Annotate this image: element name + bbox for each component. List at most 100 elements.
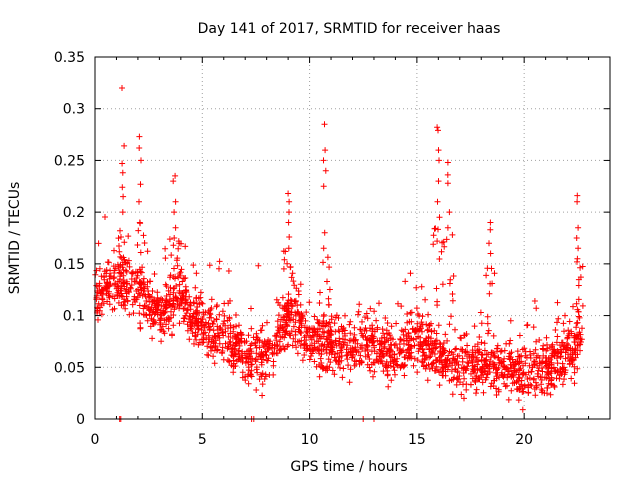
- data-point: [408, 335, 415, 342]
- data-point: [200, 330, 207, 337]
- data-point: [560, 320, 567, 327]
- data-point: [292, 331, 299, 338]
- data-point: [560, 346, 567, 353]
- data-point: [516, 366, 523, 373]
- data-point: [434, 238, 441, 245]
- data-point: [216, 332, 222, 339]
- data-point: [562, 312, 568, 319]
- data-point: [195, 326, 202, 333]
- data-point: [282, 331, 289, 338]
- data-point: [276, 347, 283, 354]
- data-point: [501, 355, 508, 362]
- y-tick-label: 0.3: [63, 102, 85, 118]
- data-point: [288, 309, 295, 316]
- data-point: [332, 351, 339, 357]
- data-point: [116, 276, 123, 283]
- data-point: [258, 352, 265, 359]
- data-point: [425, 333, 432, 340]
- data-point: [106, 301, 113, 308]
- data-point: [236, 356, 242, 362]
- data-point: [428, 361, 435, 368]
- data-point: [114, 291, 121, 298]
- data-point: [493, 375, 500, 382]
- data-point: [519, 389, 526, 395]
- data-point: [530, 350, 537, 357]
- data-point: [373, 350, 380, 357]
- data-point: [295, 291, 302, 298]
- data-point: [340, 365, 347, 372]
- data-point: [416, 312, 423, 319]
- data-point: [451, 374, 458, 381]
- data-point: [380, 330, 387, 337]
- data-point: [138, 279, 145, 286]
- data-point: [136, 310, 143, 317]
- data-point: [114, 261, 121, 268]
- data-point: [540, 346, 547, 353]
- data-point: [200, 339, 207, 346]
- data-point: [514, 358, 521, 365]
- data-point: [429, 339, 436, 346]
- data-point: [485, 351, 492, 358]
- data-point: [364, 352, 371, 358]
- data-point: [505, 353, 512, 360]
- data-point: [205, 352, 212, 359]
- data-point: [436, 214, 443, 221]
- data-point: [168, 308, 174, 315]
- data-point: [436, 256, 443, 262]
- data-point: [195, 341, 202, 348]
- data-point: [124, 298, 131, 305]
- data-point: [530, 361, 537, 367]
- data-point: [429, 365, 436, 372]
- data-point: [484, 363, 491, 370]
- data-point: [292, 319, 299, 326]
- data-point: [137, 181, 144, 188]
- data-point: [336, 335, 343, 342]
- data-point: [327, 339, 334, 346]
- data-point: [227, 297, 233, 304]
- data-point: [456, 373, 463, 379]
- data-point: [357, 326, 363, 333]
- data-point: [571, 369, 578, 376]
- data-point: [111, 295, 118, 302]
- data-point: [277, 334, 284, 341]
- data-point: [449, 231, 456, 238]
- data-point: [481, 340, 488, 347]
- data-point: [340, 326, 347, 333]
- data-point: [362, 314, 368, 321]
- data-point: [362, 348, 369, 354]
- data-point: [564, 344, 570, 351]
- data-point: [149, 288, 156, 294]
- data-point: [191, 340, 197, 347]
- data-point: [398, 303, 405, 310]
- data-point: [174, 262, 181, 269]
- data-point: [378, 341, 385, 348]
- data-point: [548, 361, 555, 368]
- data-point: [171, 285, 178, 292]
- data-point: [568, 330, 575, 337]
- data-point: [143, 298, 150, 304]
- data-point: [484, 371, 490, 378]
- data-point: [175, 245, 182, 252]
- data-point: [161, 317, 168, 324]
- data-point: [290, 278, 297, 285]
- data-point: [286, 209, 292, 216]
- data-point: [425, 341, 431, 348]
- data-point: [478, 351, 485, 358]
- data-point: [463, 386, 470, 393]
- data-point: [186, 293, 193, 300]
- data-point: [320, 157, 327, 164]
- data-point: [543, 347, 550, 354]
- data-point: [551, 382, 558, 389]
- data-point: [574, 319, 581, 326]
- data-point: [578, 336, 585, 343]
- data-point: [96, 265, 103, 272]
- data-point: [308, 336, 315, 343]
- data-point: [508, 387, 515, 394]
- data-point: [166, 236, 173, 243]
- data-point: [443, 357, 449, 364]
- data-point: [314, 331, 321, 338]
- data-point: [380, 368, 387, 375]
- data-point: [399, 361, 406, 368]
- data-point: [128, 276, 135, 282]
- data-point: [284, 311, 291, 318]
